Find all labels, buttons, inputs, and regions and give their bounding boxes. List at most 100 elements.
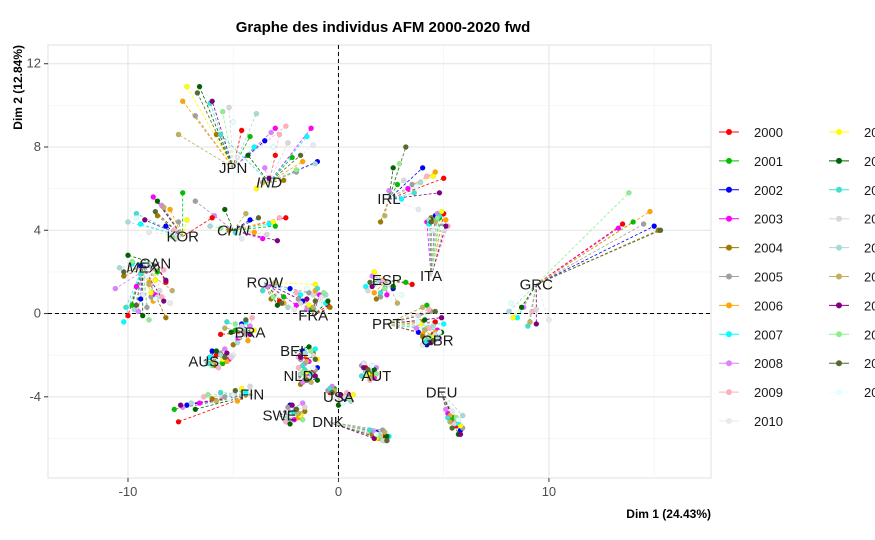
year-point xyxy=(295,296,302,302)
year-point xyxy=(344,389,350,396)
year-point xyxy=(175,131,182,138)
partial-line xyxy=(313,306,331,316)
partial-line xyxy=(535,284,550,320)
year-point xyxy=(297,354,304,361)
year-point xyxy=(249,314,255,321)
y-tick-label: 0 xyxy=(34,306,41,321)
legend-item: 2011 xyxy=(829,125,875,140)
year-point xyxy=(175,219,182,225)
legend-key-point xyxy=(726,157,732,164)
year-point xyxy=(280,177,287,184)
year-point xyxy=(377,219,384,225)
year-point xyxy=(459,412,466,419)
country-label: NLD xyxy=(283,368,313,385)
year-point xyxy=(173,235,180,242)
year-point xyxy=(243,389,249,396)
year-point xyxy=(266,175,272,181)
year-point xyxy=(419,304,426,311)
year-point xyxy=(424,302,430,308)
country-label: DNK xyxy=(312,414,344,431)
partial-line xyxy=(279,406,305,416)
year-point xyxy=(139,312,146,319)
year-point xyxy=(325,298,331,304)
year-point xyxy=(451,421,457,427)
partial-line xyxy=(536,227,619,285)
year-point xyxy=(211,358,218,365)
year-point xyxy=(369,273,375,279)
legend-key-point xyxy=(836,302,842,309)
partial-line xyxy=(306,298,314,316)
legend-item: 2003 xyxy=(719,212,783,227)
partial-line xyxy=(386,280,398,304)
year-point xyxy=(291,306,298,313)
year-point xyxy=(222,354,228,361)
year-point xyxy=(217,331,224,338)
year-point xyxy=(314,377,321,383)
legend-label: 2014 xyxy=(864,212,875,227)
year-point xyxy=(247,217,253,223)
year-point xyxy=(222,325,228,331)
year-point xyxy=(194,90,201,96)
year-point xyxy=(430,323,436,329)
year-point xyxy=(304,377,310,383)
partial-line xyxy=(386,321,436,325)
year-point xyxy=(253,110,260,117)
year-point xyxy=(224,319,230,325)
year-point xyxy=(262,138,268,144)
partial-line xyxy=(279,415,299,419)
partial-line xyxy=(165,225,183,237)
partial-line xyxy=(142,267,150,320)
year-point xyxy=(247,383,253,390)
partial-line xyxy=(123,263,156,277)
year-point xyxy=(306,289,312,296)
year-point xyxy=(247,323,253,329)
partial-line xyxy=(279,408,297,416)
year-point xyxy=(222,394,228,400)
year-point xyxy=(154,269,161,275)
year-point xyxy=(417,179,424,186)
year-point xyxy=(137,262,144,269)
year-point xyxy=(243,317,249,323)
partial-line xyxy=(224,209,234,231)
partial-line xyxy=(386,323,434,327)
year-point xyxy=(287,412,293,419)
partial-line xyxy=(228,107,234,168)
partial-line xyxy=(142,263,156,295)
partial-line xyxy=(388,186,417,200)
legend-item: 2015 xyxy=(829,241,875,256)
partial-line xyxy=(426,221,432,277)
year-point xyxy=(167,300,173,306)
year-point xyxy=(278,300,285,306)
partial-line xyxy=(222,111,234,168)
country-label: ITA xyxy=(420,268,442,285)
year-point xyxy=(285,304,291,311)
legend-label: 2009 xyxy=(754,385,783,400)
year-point xyxy=(144,273,150,279)
partial-line xyxy=(142,267,173,291)
partial-line xyxy=(163,207,184,237)
partial-line xyxy=(384,198,390,216)
year-point xyxy=(657,227,664,234)
legend-key-point xyxy=(836,215,842,222)
legend-key-point xyxy=(726,360,732,367)
year-point xyxy=(438,225,445,231)
year-point xyxy=(161,267,167,273)
year-point xyxy=(415,329,422,336)
country-label: SWE xyxy=(262,408,296,425)
year-point xyxy=(297,300,304,306)
year-point xyxy=(384,437,390,444)
year-point xyxy=(312,281,319,288)
partial-line xyxy=(386,317,442,325)
partial-line xyxy=(214,215,234,231)
partial-line xyxy=(232,125,287,169)
year-point xyxy=(232,327,239,333)
partial-line xyxy=(298,375,318,381)
partial-line xyxy=(127,221,183,237)
year-point xyxy=(419,333,426,340)
year-point xyxy=(289,402,295,408)
year-point xyxy=(238,235,245,242)
year-point xyxy=(310,364,316,371)
year-point xyxy=(228,329,234,336)
legend-item: 2002 xyxy=(719,183,783,198)
